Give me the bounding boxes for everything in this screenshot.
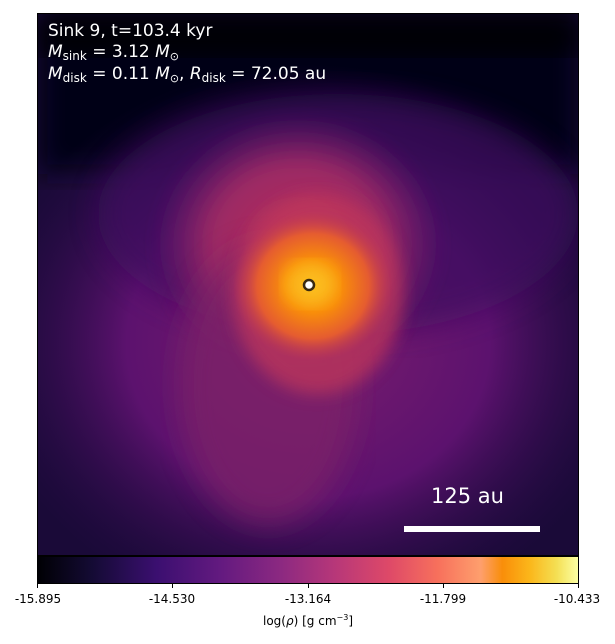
- disk-properties-label: Mdisk = 0.11 M⊙, Rdisk = 72.05 au: [48, 64, 327, 85]
- scale-bar: [404, 526, 540, 532]
- colorbar-tick-label: -14.530: [148, 592, 196, 606]
- density-map: [38, 14, 578, 555]
- scale-bar-label: 125 au: [431, 484, 504, 508]
- colorbar-tick: [443, 584, 444, 588]
- density-map-panel: Sink 9, t=103.4 kyr Msink = 3.12 M⊙ Mdis…: [37, 13, 579, 556]
- colorbar-tick: [308, 584, 309, 588]
- colorbar: [37, 556, 579, 584]
- colorbar-label: log(ρ) [g cm−3]: [263, 613, 353, 628]
- colorbar-tick-label: -13.164: [284, 592, 332, 606]
- colorbar-tick: [37, 584, 38, 588]
- colorbar-tick: [172, 584, 173, 588]
- sink-marker: [302, 278, 316, 292]
- colorbar-tick: [578, 584, 579, 588]
- colorbar-tick-label: -15.895: [14, 592, 62, 606]
- sink-mass-label: Msink = 3.12 M⊙: [48, 42, 180, 63]
- colorbar-tick-label: -11.799: [419, 592, 467, 606]
- colorbar-tick-label: -10.433: [553, 592, 601, 606]
- sink-time-label: Sink 9, t=103.4 kyr: [48, 21, 213, 41]
